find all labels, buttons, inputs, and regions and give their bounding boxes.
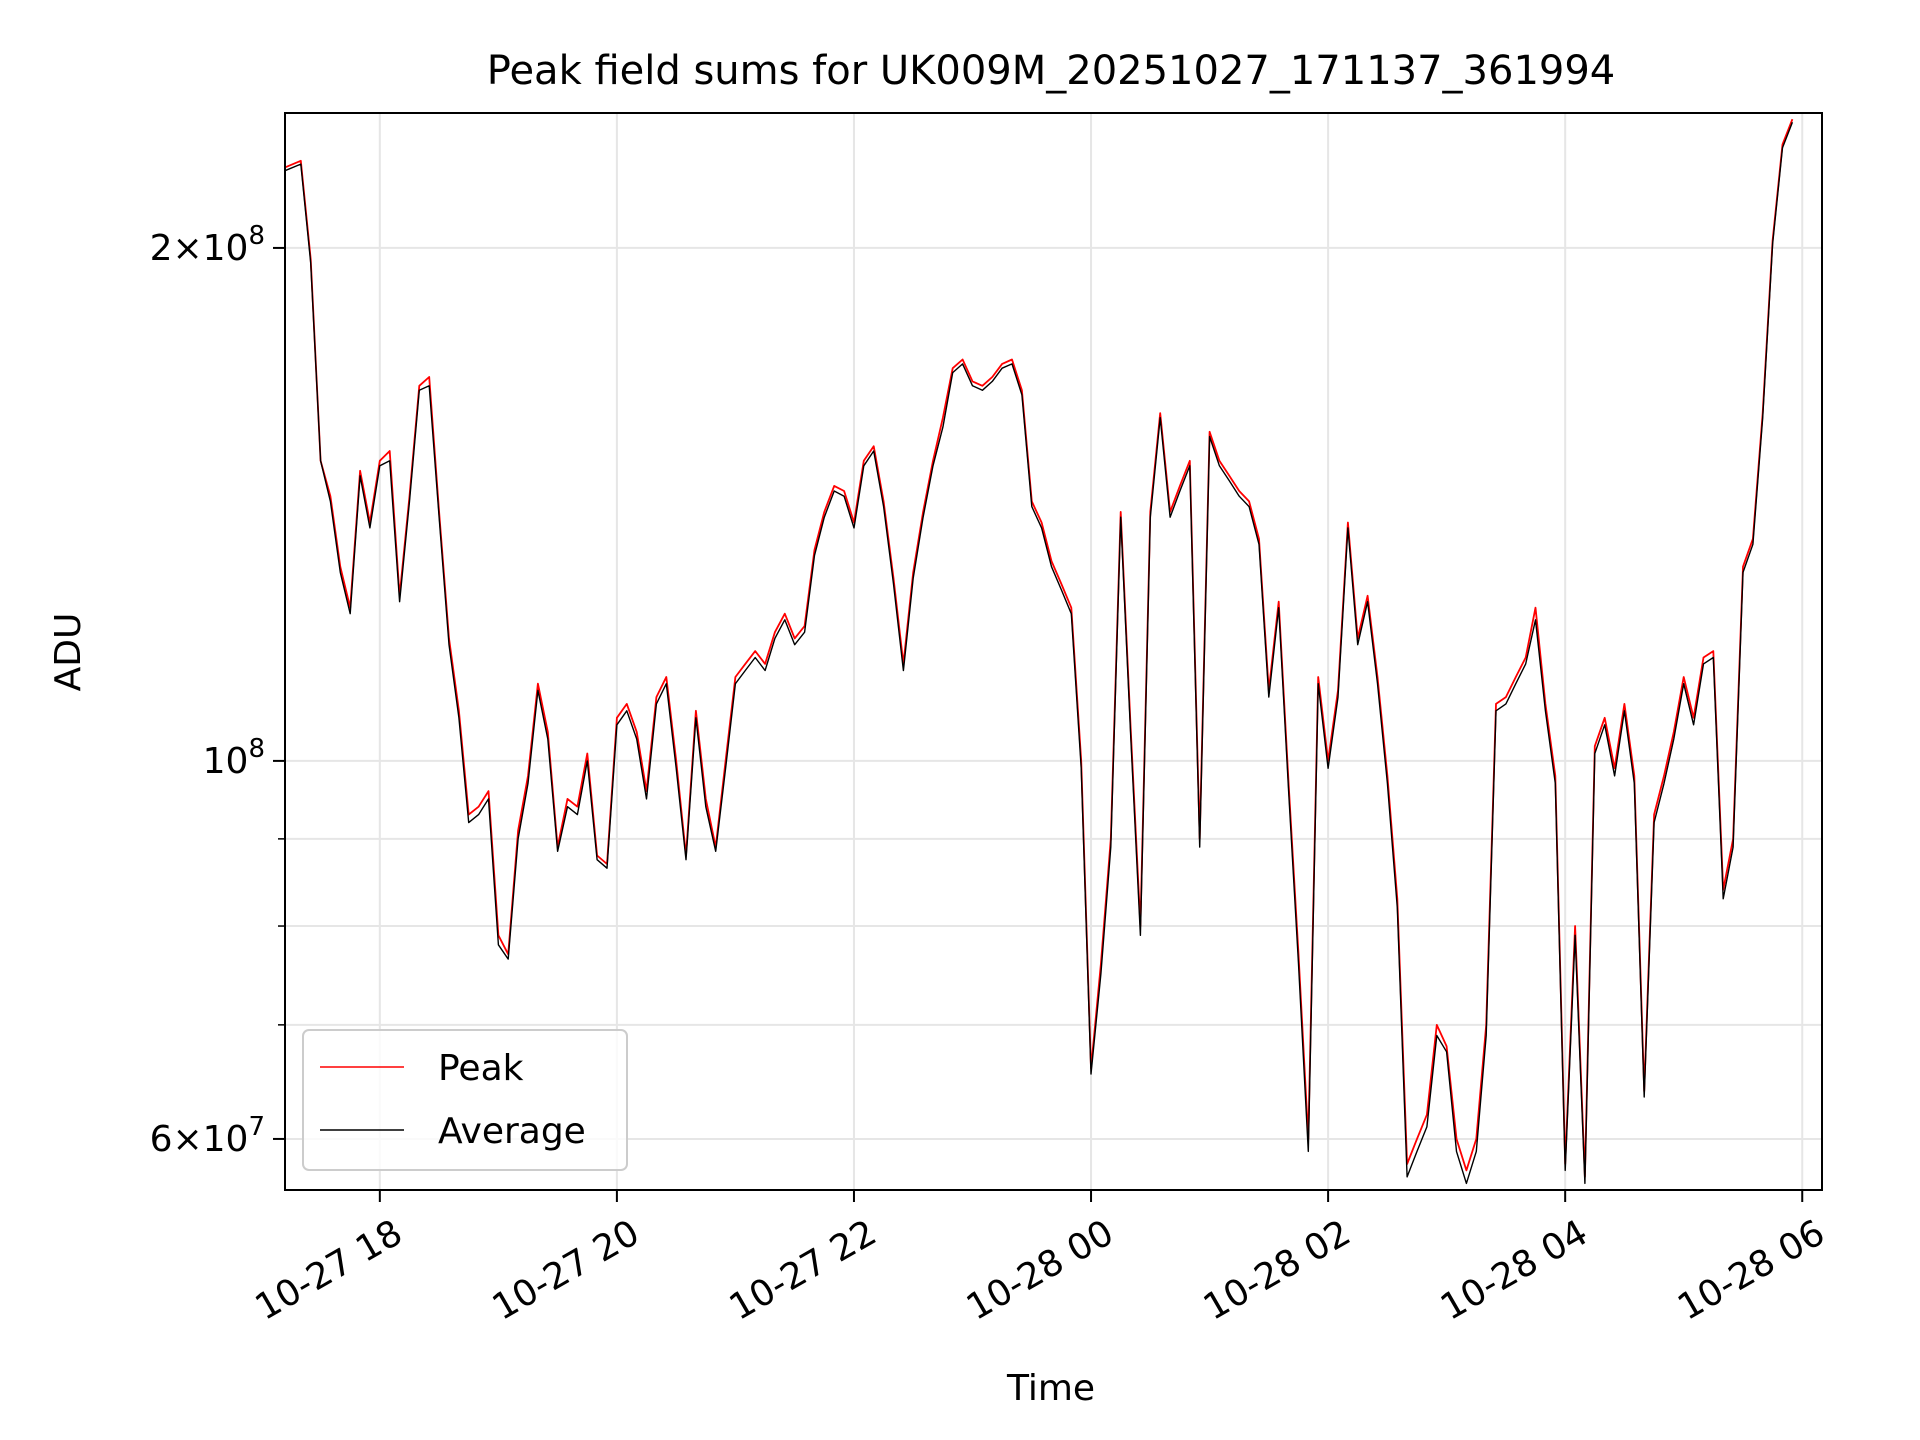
plot-frame: [284, 112, 1823, 1191]
legend-average-label: Average: [438, 1111, 586, 1152]
y-axis-label: ADU: [48, 613, 89, 692]
legend: Peak Average: [302, 1029, 628, 1171]
legend-box: [302, 1029, 628, 1171]
series-peak-line: [284, 118, 1794, 1178]
series-average-line: [284, 122, 1794, 1185]
chart-title: Peak field sums for UK009M_20251027_1711…: [487, 48, 1616, 94]
legend-peak-label: Peak: [438, 1048, 524, 1089]
y-tick-label: 6×107: [150, 1112, 265, 1160]
y-axis: 2×108 108 6×107: [150, 221, 285, 1160]
y-tick-label: 2×108: [150, 221, 265, 269]
series-layer: [284, 118, 1794, 1185]
y-tick-label: 108: [203, 734, 265, 782]
x-axis-label: Time: [1006, 1368, 1095, 1409]
